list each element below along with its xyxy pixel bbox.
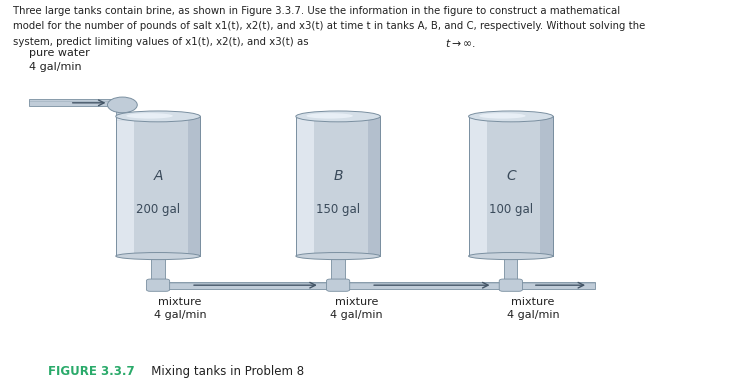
- FancyBboxPatch shape: [326, 279, 350, 291]
- Bar: [504, 256, 517, 285]
- Text: 150 gal: 150 gal: [316, 203, 360, 216]
- Ellipse shape: [306, 113, 353, 119]
- Bar: [151, 256, 165, 285]
- Bar: [187, 116, 200, 256]
- Ellipse shape: [469, 253, 553, 260]
- FancyBboxPatch shape: [499, 279, 523, 291]
- FancyBboxPatch shape: [146, 279, 170, 291]
- Bar: [368, 116, 381, 256]
- Text: Mixing tanks in Problem 8: Mixing tanks in Problem 8: [140, 365, 304, 378]
- Bar: [158, 282, 338, 289]
- Ellipse shape: [469, 111, 553, 122]
- Ellipse shape: [115, 111, 200, 122]
- Text: model for the number of pounds of salt x1(t), x2(t), and x3(t) at time t in tank: model for the number of pounds of salt x…: [13, 21, 645, 31]
- Text: 200 gal: 200 gal: [136, 203, 180, 216]
- Bar: [116, 105, 129, 120]
- Text: A: A: [154, 170, 162, 184]
- Ellipse shape: [295, 253, 381, 260]
- Bar: [295, 116, 315, 256]
- Ellipse shape: [126, 113, 173, 119]
- Ellipse shape: [479, 113, 526, 119]
- Ellipse shape: [115, 253, 200, 260]
- Ellipse shape: [107, 97, 137, 113]
- Text: FIGURE 3.3.7: FIGURE 3.3.7: [48, 365, 135, 378]
- Text: C: C: [506, 170, 516, 184]
- Bar: [468, 116, 553, 256]
- Text: mixture
4 gal/min: mixture 4 gal/min: [330, 297, 383, 320]
- Ellipse shape: [295, 111, 381, 122]
- Bar: [116, 116, 135, 256]
- Bar: [331, 256, 345, 285]
- Text: Three large tanks contain brine, as shown in Figure 3.3.7. Use the information i: Three large tanks contain brine, as show…: [13, 6, 620, 16]
- Text: pure water
4 gal/min: pure water 4 gal/min: [29, 48, 90, 72]
- Bar: [540, 116, 553, 256]
- Text: B: B: [334, 170, 343, 184]
- Text: 100 gal: 100 gal: [489, 203, 533, 216]
- Bar: [338, 282, 511, 289]
- Bar: [29, 99, 129, 106]
- Text: mixture
4 gal/min: mixture 4 gal/min: [506, 297, 559, 320]
- Bar: [511, 282, 595, 289]
- Bar: [295, 116, 381, 256]
- Bar: [116, 116, 200, 256]
- Text: $t \to \infty$.: $t \to \infty$.: [445, 37, 476, 49]
- Bar: [468, 116, 487, 256]
- Text: system, predict limiting values of x1(t), x2(t), and x3(t) as: system, predict limiting values of x1(t)…: [13, 37, 312, 47]
- Text: mixture
4 gal/min: mixture 4 gal/min: [154, 297, 207, 320]
